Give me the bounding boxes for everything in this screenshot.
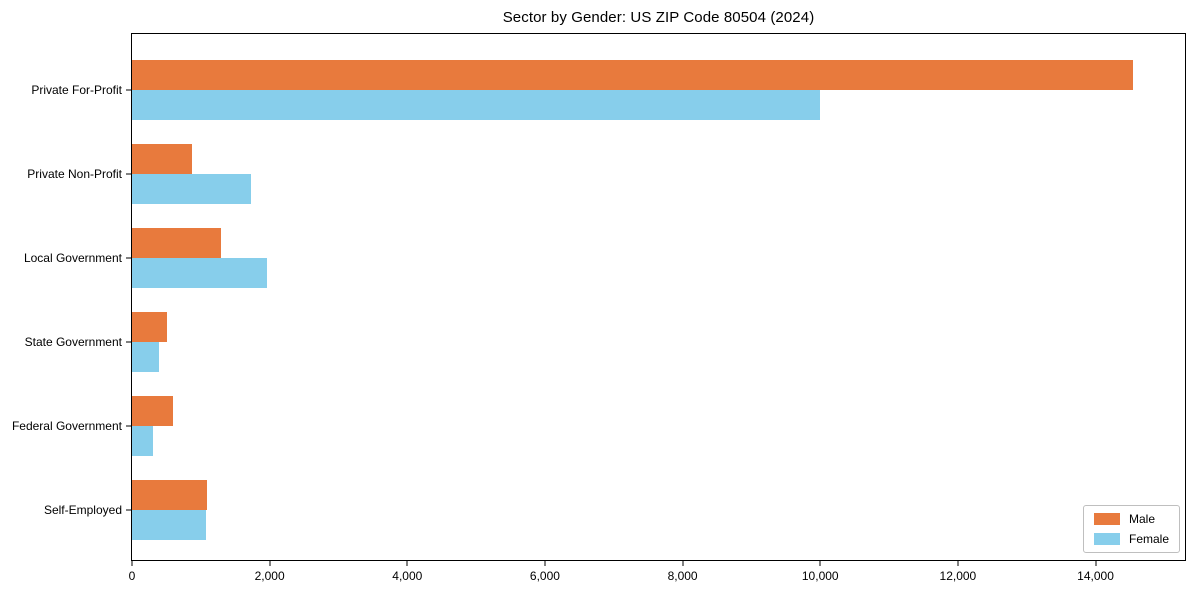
xtick-mark — [131, 561, 133, 566]
bar-male — [132, 60, 1133, 90]
xtick-label: 12,000 — [939, 569, 977, 583]
xtick-label: 14,000 — [1077, 569, 1114, 583]
bar-female — [132, 90, 821, 120]
bars-container — [132, 34, 1185, 560]
bar-male — [132, 144, 192, 174]
bar-group — [132, 468, 1185, 552]
bar-male — [132, 312, 168, 342]
bar-male — [132, 396, 174, 426]
xtick-label: 4,000 — [392, 569, 423, 583]
ytick-mark — [126, 173, 131, 175]
bar-group — [132, 216, 1185, 300]
xtick-mark — [682, 561, 684, 566]
ytick-label: State Government — [24, 335, 122, 349]
ytick-label: Federal Government — [11, 419, 122, 433]
xtick-label: 2,000 — [254, 569, 285, 583]
ytick-label: Local Government — [23, 251, 122, 265]
bar-group — [132, 48, 1185, 132]
ytick-mark — [126, 425, 131, 427]
male-series-swatch — [1093, 513, 1120, 525]
bar-female — [132, 258, 267, 288]
ytick-mark — [126, 341, 131, 343]
bar-male — [132, 228, 221, 258]
ytick-label: Private For-Profit — [31, 83, 122, 97]
bar-female — [132, 342, 159, 372]
bar-female — [132, 426, 153, 456]
xtick-label: 6,000 — [529, 569, 560, 583]
legend-item-female: Female — [1093, 532, 1169, 546]
legend-item-male: Male — [1093, 512, 1169, 526]
xtick-label: 0 — [128, 569, 136, 583]
ytick-mark — [126, 257, 131, 259]
ytick-label: Self-Employed — [43, 503, 122, 517]
legend-label-female: Female — [1128, 532, 1169, 546]
bar-male — [132, 480, 208, 510]
chart-title: Sector by Gender: US ZIP Code 80504 (202… — [502, 9, 815, 26]
xtick-mark — [819, 561, 821, 566]
legend-label-male: Male — [1128, 512, 1155, 526]
bar-group — [132, 132, 1185, 216]
plot-area: Male Female Private For-Profit Private No… — [12, 33, 1186, 583]
xtick-mark — [957, 561, 959, 566]
xtick-mark — [544, 561, 546, 566]
legend: Male Female — [1082, 505, 1180, 553]
bar-female — [132, 510, 206, 540]
ytick-label: Private Non-Profit — [27, 167, 122, 181]
xtick-label: 10,000 — [801, 569, 839, 583]
ytick-mark — [126, 509, 131, 511]
xtick-mark — [406, 561, 408, 566]
ytick-mark — [126, 89, 131, 91]
bar-group — [132, 300, 1185, 384]
xtick-mark — [269, 561, 271, 566]
bar-female — [132, 174, 252, 204]
xtick-label: 8,000 — [667, 569, 698, 583]
xtick-mark — [1095, 561, 1097, 566]
female-series-swatch — [1093, 533, 1120, 545]
bar-group — [132, 384, 1185, 468]
